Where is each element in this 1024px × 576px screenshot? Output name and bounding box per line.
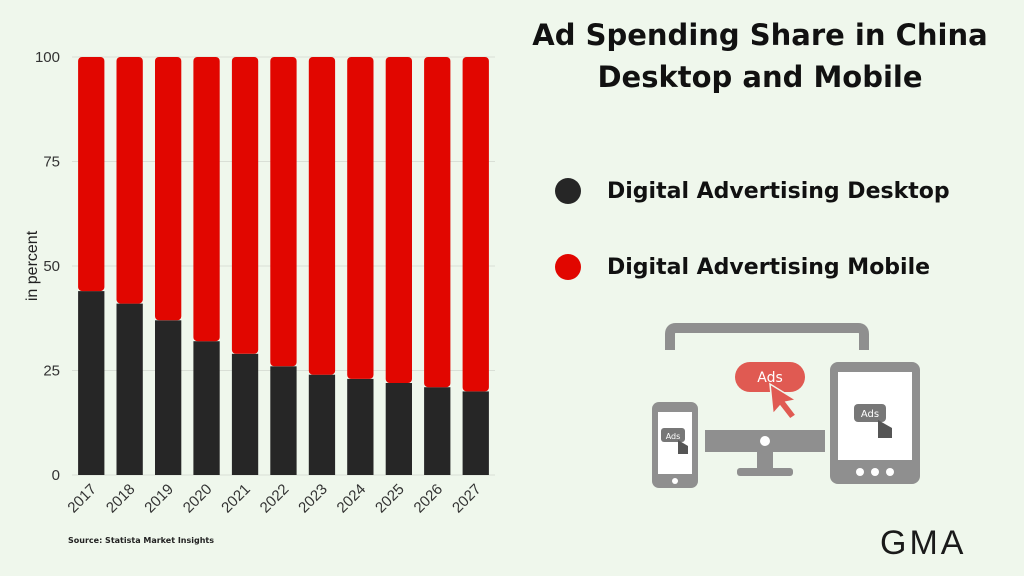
ads-label: Ads [757, 370, 783, 386]
y-tick-label: 75 [43, 154, 60, 171]
cursor-icon [769, 382, 799, 421]
chart-title-line-2: Desktop and Mobile [597, 60, 923, 94]
chart-title: Ad Spending Share in China Desktop and M… [505, 14, 1015, 98]
y-tick-label: 0 [52, 467, 60, 484]
ads-bubble: Ads [735, 362, 805, 392]
y-axis-label: in percent [24, 230, 41, 301]
x-tick-label: 2020 [180, 481, 216, 517]
bar-desktop-2024 [347, 378, 374, 475]
x-tick-label: 2017 [64, 481, 100, 517]
bar-desktop-2021 [231, 353, 259, 475]
bar-mobile-2025 [385, 57, 412, 383]
ads-label-phone: Ads [666, 432, 681, 441]
bar-desktop-2020 [193, 341, 220, 475]
x-tick-label: 2027 [449, 481, 485, 517]
bar-mobile-2020 [193, 57, 220, 342]
bar-desktop-2027 [462, 391, 489, 475]
x-tick-label: 2025 [372, 481, 408, 517]
y-tick-label: 100 [35, 49, 60, 66]
ads-label-tablet: Ads [861, 409, 879, 420]
legend-label-desktop: Digital Advertising Desktop [607, 178, 950, 204]
bars [78, 57, 489, 475]
x-tick-label: 2018 [103, 481, 139, 517]
devices-illustration: Ads Ads Ads [652, 323, 920, 488]
tablet-icon: Ads [830, 362, 920, 484]
bar-desktop-2018 [116, 303, 143, 475]
y-tick-label: 25 [43, 363, 60, 380]
legend-item-desktop: Digital Advertising Desktop [555, 178, 950, 204]
bar-desktop-2022 [270, 366, 297, 475]
chart-title-line-1: Ad Spending Share in China [532, 18, 988, 52]
source-note: Source: Statista Market Insights [68, 536, 214, 545]
bar-mobile-2019 [155, 57, 182, 321]
bar-desktop-2023 [308, 374, 336, 475]
bar-mobile-2018 [116, 57, 143, 304]
bar-mobile-2017 [78, 57, 105, 292]
legend-label-mobile: Digital Advertising Mobile [607, 254, 931, 280]
x-tick-label: 2022 [257, 481, 293, 517]
bar-mobile-2023 [308, 57, 336, 375]
bar-mobile-2022 [270, 57, 297, 367]
bar-mobile-2021 [231, 57, 259, 354]
legend-swatch-mobile [555, 254, 581, 280]
x-tick-label: 2026 [411, 481, 447, 517]
x-tick-label: 2019 [141, 481, 177, 517]
bar-desktop-2026 [424, 387, 451, 475]
legend-swatch-desktop [555, 178, 581, 204]
bar-mobile-2024 [347, 57, 374, 379]
x-tick-label: 2021 [218, 481, 254, 517]
smartphone-icon: Ads [652, 402, 698, 488]
legend-item-mobile: Digital Advertising Mobile [555, 254, 930, 280]
x-tick-label: 2023 [295, 481, 331, 517]
monitor-icon [665, 323, 869, 476]
y-tick-label: 50 [43, 258, 60, 275]
x-tick-label: 2024 [334, 481, 370, 517]
x-axis-ticks: 2017 2018 2019 2020 2021 2022 2023 2024 2025 2026… [64, 481, 484, 517]
bar-mobile-2026 [424, 57, 451, 388]
bar-desktop-2017 [78, 291, 105, 475]
bar-desktop-2025 [385, 383, 412, 475]
y-axis-ticks: 0 25 50 75 100 [35, 49, 60, 484]
bar-mobile-2027 [462, 57, 489, 392]
gma-logo: GMA [880, 524, 967, 562]
bar-desktop-2019 [155, 320, 182, 475]
